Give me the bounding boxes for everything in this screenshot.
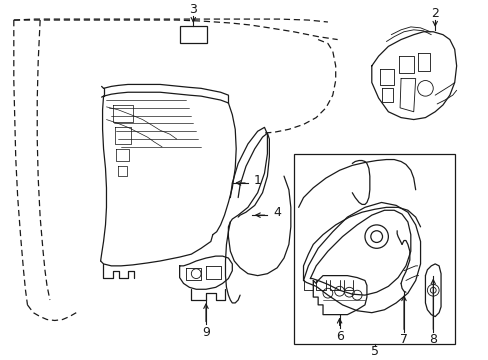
Text: 7: 7 <box>399 333 407 346</box>
Text: 1: 1 <box>253 174 261 186</box>
Text: 4: 4 <box>273 206 281 219</box>
Bar <box>293 154 454 344</box>
Text: 3: 3 <box>189 3 197 16</box>
Text: 8: 8 <box>428 333 436 346</box>
Text: 6: 6 <box>335 330 343 343</box>
Text: 2: 2 <box>430 7 438 20</box>
Text: 9: 9 <box>202 326 209 339</box>
Text: 5: 5 <box>370 345 378 358</box>
Bar <box>179 26 206 44</box>
